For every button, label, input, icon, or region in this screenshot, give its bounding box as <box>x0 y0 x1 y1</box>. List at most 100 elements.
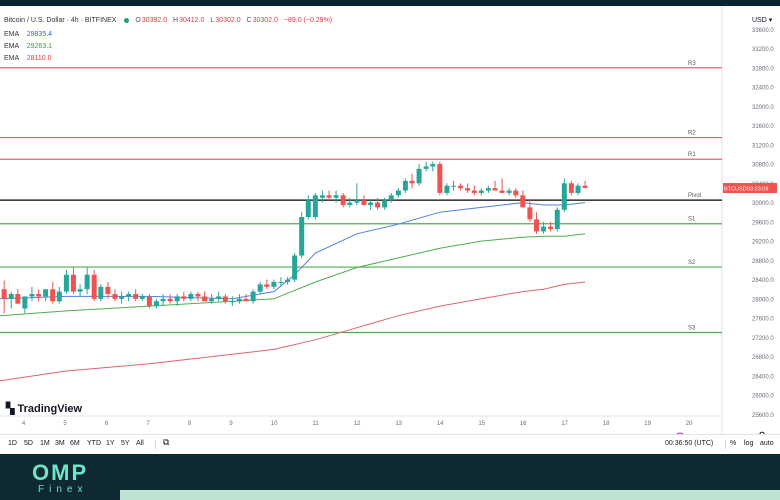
candle-body <box>499 190 505 193</box>
timeframe-3m[interactable]: 3M <box>55 440 65 447</box>
chart-frame: USD ▾ 25600.0 26000.0 26400.0 26800.0 27200.0… <box>0 0 780 454</box>
candle-body <box>202 296 208 302</box>
pivot-level-label: S2 <box>688 260 696 266</box>
candle-body <box>548 226 554 230</box>
price-tick-label: 29600.0 <box>752 220 774 226</box>
candle-body <box>36 294 42 297</box>
currency-label[interactable]: USD ▾ <box>752 17 773 24</box>
tradingview-logo[interactable]: ▚ TradingView <box>6 402 82 415</box>
time-tick-label: 17 <box>561 421 568 427</box>
candle-body <box>568 183 574 193</box>
symbol-legend[interactable]: Bitcoin / U.S. Dollar · 4h · BITFINEX O3… <box>4 17 332 24</box>
candle-body <box>409 180 415 184</box>
candle-body <box>181 296 187 299</box>
price-tag-countdown-bg <box>745 183 777 194</box>
timeframe-6m[interactable]: 6M <box>70 440 80 447</box>
candle-body <box>15 294 21 304</box>
candle-body <box>471 190 477 193</box>
pivot-level-label: R3 <box>688 61 696 67</box>
candle-body <box>361 200 367 205</box>
time-tick-label: 7 <box>146 421 150 427</box>
time-tick-label: 16 <box>520 421 527 427</box>
time-tick-label: 6 <box>105 421 109 427</box>
timeframe-1m[interactable]: 1M <box>40 440 50 447</box>
candle-body <box>444 185 450 193</box>
candle-body <box>112 294 118 299</box>
candle-body <box>77 289 83 292</box>
high-value: 30412.0 <box>179 17 205 24</box>
candle-body <box>437 164 443 193</box>
candle-body <box>29 294 35 297</box>
timeframe-all[interactable]: All <box>136 440 144 447</box>
price-tick-label: 27200.0 <box>752 336 774 342</box>
candle-body <box>243 298 249 302</box>
candle-body <box>561 183 567 210</box>
candle-body <box>91 274 97 299</box>
date-range-icon[interactable]: ⧉ <box>163 437 170 447</box>
timeframe-5d[interactable]: 5D <box>24 440 33 447</box>
candle-body <box>160 298 166 302</box>
candle-body <box>554 209 560 230</box>
ema-value: 28110.0 <box>26 55 52 62</box>
omp-logo[interactable]: OMP <box>32 460 89 485</box>
candle-body <box>416 168 422 184</box>
price-tick-label: 33200.0 <box>752 47 774 53</box>
time-tick-label: 19 <box>644 421 651 427</box>
price-tick-label: 25600.0 <box>752 413 774 419</box>
chart-canvas[interactable]: USD ▾ 25600.0 26000.0 26400.0 26800.0 27200.0… <box>0 6 780 434</box>
utc-clock[interactable]: 00:36:50 (UTC) <box>665 440 714 447</box>
candle-body <box>278 281 284 283</box>
time-tick-label: 20 <box>686 421 693 427</box>
pivot-level-label: S1 <box>688 217 696 223</box>
price-tick-label: 26000.0 <box>752 394 774 400</box>
price-tick-label: 26400.0 <box>752 374 774 380</box>
candle-body <box>43 289 49 297</box>
price-tick-label: 30800.0 <box>752 163 774 169</box>
auto-toggle[interactable]: auto <box>760 440 774 447</box>
time-tick-label: 18 <box>603 421 610 427</box>
time-tick-label: 9 <box>229 421 233 427</box>
candle-body <box>354 200 360 203</box>
ema-label: EMA <box>4 43 19 50</box>
candle-body <box>395 190 401 196</box>
timeframe-5y[interactable]: 5Y <box>121 440 130 447</box>
ema-legend-1[interactable]: EMA 29835.4 <box>4 31 52 38</box>
time-tick-label: 10 <box>271 421 278 427</box>
candle-body <box>63 274 69 292</box>
ema-legend-2[interactable]: EMA 29263.1 <box>4 43 52 50</box>
candle-body <box>312 195 318 217</box>
timeframe-1d[interactable]: 1D <box>8 440 17 447</box>
candle-body <box>119 296 125 299</box>
candle-body <box>326 195 332 198</box>
market-status-icon <box>124 17 130 23</box>
time-tick-label: 15 <box>478 421 485 427</box>
ema-legend-3[interactable]: EMA 28110.0 <box>4 55 52 62</box>
toolbar-divider <box>155 440 156 449</box>
ema-label: EMA <box>4 31 19 38</box>
percent-toggle[interactable]: % <box>730 440 737 447</box>
candle-body <box>382 200 388 208</box>
time-tick-label: 4 <box>22 421 26 427</box>
timeframe-1y[interactable]: 1Y <box>106 440 115 447</box>
tradingview-logo-text: TradingView <box>17 403 83 415</box>
candle-body <box>451 185 457 187</box>
timeframe-ytd[interactable]: YTD <box>87 440 101 447</box>
time-tick-label: 11 <box>312 421 319 427</box>
close-label: C <box>246 17 252 24</box>
events-bolt-icon <box>676 432 684 434</box>
high-label: H <box>173 17 179 24</box>
candle-body <box>22 296 28 309</box>
open-value: 30392.0 <box>141 17 168 24</box>
log-toggle[interactable]: log <box>744 440 754 447</box>
candle-body <box>222 296 228 302</box>
settings-gear-icon[interactable]: ⚙ <box>758 431 766 434</box>
candle-body <box>485 188 491 191</box>
candle-body <box>534 219 540 232</box>
candle-body <box>98 286 104 299</box>
candle-body <box>257 284 263 292</box>
candle-body <box>126 294 132 297</box>
price-tick-label: 26800.0 <box>752 355 774 361</box>
tradingview-logo-icon: ▚ <box>6 403 15 415</box>
candle-body <box>333 195 339 198</box>
footer-stripe <box>120 490 780 500</box>
